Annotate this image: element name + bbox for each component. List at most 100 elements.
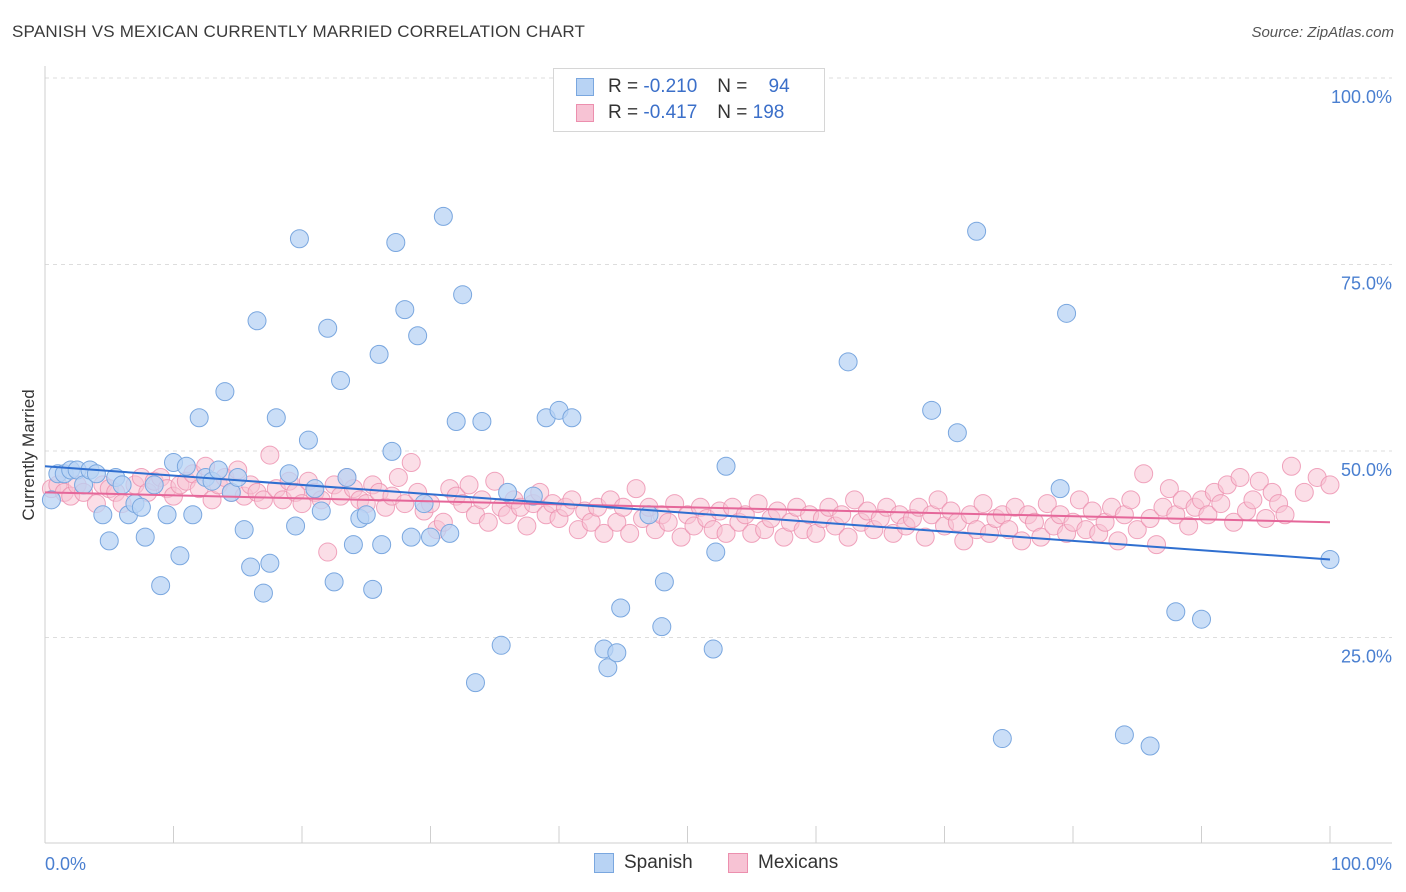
spanish-point [1192, 609, 1211, 629]
spanish-point [253, 583, 273, 603]
spanish-point [234, 520, 254, 540]
mexicans-point [838, 527, 858, 547]
spanish-swatch-icon [576, 78, 594, 96]
spanish-point [1166, 602, 1186, 622]
mexicans-trend-line [44, 491, 1331, 524]
mexicans-point [594, 523, 614, 543]
spanish-point [639, 505, 659, 525]
mexicans-point [671, 527, 691, 547]
spanish-point [401, 527, 421, 547]
trend-layer [44, 465, 1331, 561]
mexicans-point [716, 523, 736, 543]
spanish-point [99, 531, 119, 551]
mexicans-n-value: 198 [752, 102, 785, 123]
spanish-point [311, 501, 331, 521]
spanish-point [414, 494, 434, 514]
mexicans-point [1134, 464, 1154, 484]
mexicans-n-label: N = [717, 102, 748, 123]
bottom-legend-spanish[interactable]: Spanish [594, 852, 693, 874]
mexicans-point [1230, 467, 1250, 487]
mexicans-point [915, 527, 935, 547]
mexicans-point [485, 471, 505, 491]
spanish-point [112, 475, 132, 495]
mexicans-point [253, 490, 273, 510]
spanish-point [562, 408, 582, 428]
spanish-point [151, 576, 171, 596]
spanish-point [838, 352, 858, 372]
mexicans-point [973, 494, 993, 514]
chart-title: SPANISH VS MEXICAN CURRENTLY MARRIED COR… [12, 22, 586, 41]
x-tick-label: 100.0% [1331, 854, 1392, 874]
mexicans-point [1211, 494, 1231, 514]
mexicans-point [1281, 456, 1301, 476]
mexicans-point [1147, 535, 1167, 555]
mexicans-point [626, 479, 646, 499]
spanish-point [131, 497, 151, 517]
mexicans-point [620, 523, 640, 543]
mexicans-point [453, 494, 473, 514]
spanish-point [318, 318, 338, 338]
spanish-point [176, 456, 196, 476]
spanish-point [215, 382, 235, 402]
spanish-r-value: -0.210 [643, 76, 698, 97]
spanish-point [498, 482, 518, 502]
spanish-point [1057, 303, 1077, 323]
spanish-legend-swatch-icon [594, 853, 614, 873]
mexicans-points [41, 445, 1340, 562]
spanish-point [922, 400, 942, 420]
x-tick-label: 0.0% [45, 854, 86, 874]
bottom-legend-mexicans[interactable]: Mexicans [728, 852, 838, 874]
spanish-point [183, 505, 203, 525]
spanish-point [41, 490, 61, 510]
mexicans-point [954, 531, 974, 551]
mexicans-point [395, 494, 415, 514]
mexicans-point [1012, 531, 1032, 551]
spanish-point [331, 370, 351, 390]
mexicans-r-value: -0.417 [643, 102, 698, 123]
mexicans-point [1275, 505, 1295, 525]
spanish-point [716, 456, 736, 476]
legend-row-spanish: R = -0.210 N = 94 [576, 75, 790, 99]
spanish-point [992, 729, 1012, 749]
mexicans-point [1256, 508, 1276, 528]
mexicans-point [1159, 479, 1179, 499]
spanish-point [386, 232, 406, 252]
mexicans-point [1243, 490, 1263, 510]
mexicans-point [459, 475, 479, 495]
spanish-point [305, 479, 325, 499]
tick-label-layer: 100.0% 75.0% 50.0% 25.0% 0.0% 100.0% [45, 87, 1392, 874]
mexicans-swatch-icon [576, 104, 594, 122]
spanish-point [491, 635, 511, 655]
mexicans-legend-swatch-icon [728, 853, 748, 873]
mexicans-r-label: R = [608, 102, 639, 123]
spanish-point [440, 523, 460, 543]
spanish-point [967, 221, 987, 241]
mexicans-point [1224, 512, 1244, 532]
y-tick-label: 50.0% [1341, 460, 1392, 480]
spanish-point [472, 412, 492, 432]
spanish-point [652, 617, 672, 637]
spanish-point [189, 408, 209, 428]
spanish-point [343, 535, 363, 555]
mexicans-point [735, 505, 755, 525]
spanish-point [208, 460, 228, 480]
correlation-legend: R = -0.210 N = 94 R = -0.417 N = 198 [553, 68, 825, 132]
spanish-point [947, 423, 967, 443]
spanish-point [337, 467, 357, 487]
spanish-point [433, 206, 453, 226]
legend-row-mexicans: R = -0.417 N = 198 [576, 101, 784, 125]
mexicans-point [1069, 490, 1089, 510]
spanish-point [228, 467, 248, 487]
spanish-points [41, 206, 1340, 756]
spanish-point [93, 505, 113, 525]
spanish-point [465, 673, 485, 693]
mexicans-point [1294, 482, 1314, 502]
mexicans-point [401, 453, 421, 473]
spanish-point [1114, 725, 1134, 745]
spanish-point [286, 516, 306, 536]
spanish-point [703, 639, 723, 659]
mexicans-point [1082, 501, 1102, 521]
spanish-point [421, 527, 440, 547]
mexicans-point [928, 490, 948, 510]
mexicans-point [1127, 520, 1147, 540]
